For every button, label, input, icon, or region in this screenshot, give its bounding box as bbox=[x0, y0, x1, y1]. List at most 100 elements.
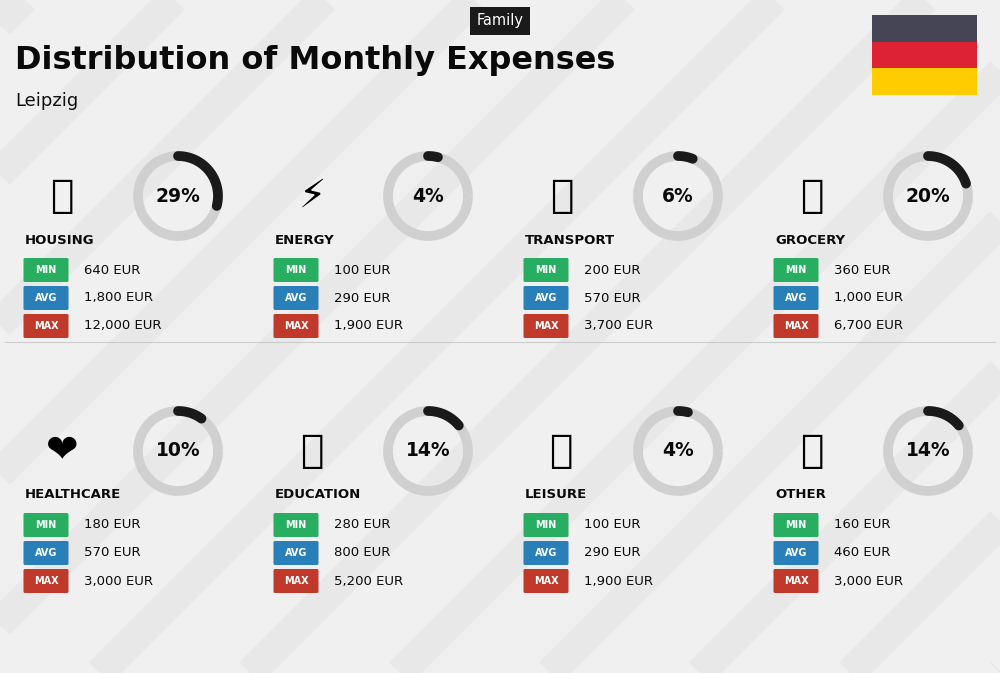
FancyBboxPatch shape bbox=[274, 541, 318, 565]
Text: MAX: MAX bbox=[784, 321, 808, 331]
Text: Family: Family bbox=[477, 13, 524, 28]
Text: 4%: 4% bbox=[662, 441, 694, 460]
Text: 12,000 EUR: 12,000 EUR bbox=[84, 320, 162, 332]
Text: 1,000 EUR: 1,000 EUR bbox=[834, 291, 903, 304]
Text: 6,700 EUR: 6,700 EUR bbox=[834, 320, 903, 332]
Text: MAX: MAX bbox=[534, 576, 558, 586]
Text: 10%: 10% bbox=[156, 441, 200, 460]
Text: HOUSING: HOUSING bbox=[25, 234, 95, 246]
Text: 1,800 EUR: 1,800 EUR bbox=[84, 291, 153, 304]
FancyBboxPatch shape bbox=[24, 513, 68, 537]
Text: 20%: 20% bbox=[906, 186, 950, 205]
Text: ⚡: ⚡ bbox=[298, 177, 326, 215]
Text: AVG: AVG bbox=[785, 293, 807, 303]
FancyBboxPatch shape bbox=[274, 569, 318, 593]
FancyBboxPatch shape bbox=[872, 42, 977, 68]
Text: GROCERY: GROCERY bbox=[775, 234, 845, 246]
FancyBboxPatch shape bbox=[524, 541, 568, 565]
FancyBboxPatch shape bbox=[274, 286, 318, 310]
Text: MIN: MIN bbox=[35, 265, 57, 275]
Text: 👛: 👛 bbox=[800, 432, 824, 470]
FancyBboxPatch shape bbox=[774, 314, 818, 338]
Text: AVG: AVG bbox=[535, 293, 557, 303]
FancyBboxPatch shape bbox=[774, 286, 818, 310]
Text: 3,700 EUR: 3,700 EUR bbox=[584, 320, 653, 332]
FancyBboxPatch shape bbox=[524, 513, 568, 537]
Text: Leipzig: Leipzig bbox=[15, 92, 78, 110]
Text: MIN: MIN bbox=[535, 265, 557, 275]
Text: 280 EUR: 280 EUR bbox=[334, 518, 391, 532]
Text: 5,200 EUR: 5,200 EUR bbox=[334, 575, 403, 588]
Text: MIN: MIN bbox=[285, 520, 307, 530]
Text: Distribution of Monthly Expenses: Distribution of Monthly Expenses bbox=[15, 46, 615, 77]
Text: MIN: MIN bbox=[535, 520, 557, 530]
Text: AVG: AVG bbox=[785, 548, 807, 558]
FancyBboxPatch shape bbox=[774, 513, 818, 537]
Text: 100 EUR: 100 EUR bbox=[584, 518, 640, 532]
Text: 14%: 14% bbox=[406, 441, 450, 460]
Text: 3,000 EUR: 3,000 EUR bbox=[84, 575, 153, 588]
Text: 🏢: 🏢 bbox=[50, 177, 74, 215]
Text: TRANSPORT: TRANSPORT bbox=[525, 234, 615, 246]
Text: MAX: MAX bbox=[284, 321, 308, 331]
Text: ENERGY: ENERGY bbox=[275, 234, 335, 246]
FancyBboxPatch shape bbox=[872, 15, 977, 42]
Text: 570 EUR: 570 EUR bbox=[584, 291, 641, 304]
Text: 160 EUR: 160 EUR bbox=[834, 518, 891, 532]
Text: 🛍️: 🛍️ bbox=[550, 432, 574, 470]
Text: MAX: MAX bbox=[284, 576, 308, 586]
Text: 4%: 4% bbox=[412, 186, 444, 205]
FancyBboxPatch shape bbox=[24, 314, 68, 338]
Text: OTHER: OTHER bbox=[775, 489, 826, 501]
FancyBboxPatch shape bbox=[24, 286, 68, 310]
FancyBboxPatch shape bbox=[24, 541, 68, 565]
Text: 🚌: 🚌 bbox=[550, 177, 574, 215]
Text: 🛒: 🛒 bbox=[800, 177, 824, 215]
Text: 100 EUR: 100 EUR bbox=[334, 264, 391, 277]
Text: 640 EUR: 640 EUR bbox=[84, 264, 140, 277]
Text: 3,000 EUR: 3,000 EUR bbox=[834, 575, 903, 588]
Text: MAX: MAX bbox=[534, 321, 558, 331]
Text: LEISURE: LEISURE bbox=[525, 489, 587, 501]
FancyBboxPatch shape bbox=[274, 513, 318, 537]
Text: 800 EUR: 800 EUR bbox=[334, 546, 390, 559]
Text: 180 EUR: 180 EUR bbox=[84, 518, 140, 532]
Text: MAX: MAX bbox=[34, 576, 58, 586]
FancyBboxPatch shape bbox=[524, 314, 568, 338]
Text: 29%: 29% bbox=[156, 186, 200, 205]
FancyBboxPatch shape bbox=[274, 314, 318, 338]
Text: MIN: MIN bbox=[785, 520, 807, 530]
Text: 🎓: 🎓 bbox=[300, 432, 324, 470]
Text: 570 EUR: 570 EUR bbox=[84, 546, 141, 559]
Text: AVG: AVG bbox=[35, 293, 57, 303]
Text: 200 EUR: 200 EUR bbox=[584, 264, 640, 277]
FancyBboxPatch shape bbox=[524, 569, 568, 593]
Text: AVG: AVG bbox=[285, 548, 307, 558]
Text: 14%: 14% bbox=[906, 441, 950, 460]
Text: MAX: MAX bbox=[784, 576, 808, 586]
Text: AVG: AVG bbox=[35, 548, 57, 558]
Text: 6%: 6% bbox=[662, 186, 694, 205]
Text: MIN: MIN bbox=[285, 265, 307, 275]
FancyBboxPatch shape bbox=[774, 541, 818, 565]
Text: 290 EUR: 290 EUR bbox=[584, 546, 640, 559]
Text: ❤️: ❤️ bbox=[46, 432, 78, 470]
FancyBboxPatch shape bbox=[774, 569, 818, 593]
FancyBboxPatch shape bbox=[774, 258, 818, 282]
FancyBboxPatch shape bbox=[524, 258, 568, 282]
Text: MAX: MAX bbox=[34, 321, 58, 331]
Text: 1,900 EUR: 1,900 EUR bbox=[584, 575, 653, 588]
Text: MIN: MIN bbox=[785, 265, 807, 275]
Text: AVG: AVG bbox=[285, 293, 307, 303]
Text: 360 EUR: 360 EUR bbox=[834, 264, 891, 277]
Text: AVG: AVG bbox=[535, 548, 557, 558]
Text: 290 EUR: 290 EUR bbox=[334, 291, 391, 304]
Text: 1,900 EUR: 1,900 EUR bbox=[334, 320, 403, 332]
FancyBboxPatch shape bbox=[24, 569, 68, 593]
Text: EDUCATION: EDUCATION bbox=[275, 489, 361, 501]
FancyBboxPatch shape bbox=[274, 258, 318, 282]
FancyBboxPatch shape bbox=[24, 258, 68, 282]
Text: HEALTHCARE: HEALTHCARE bbox=[25, 489, 121, 501]
FancyBboxPatch shape bbox=[524, 286, 568, 310]
Text: MIN: MIN bbox=[35, 520, 57, 530]
